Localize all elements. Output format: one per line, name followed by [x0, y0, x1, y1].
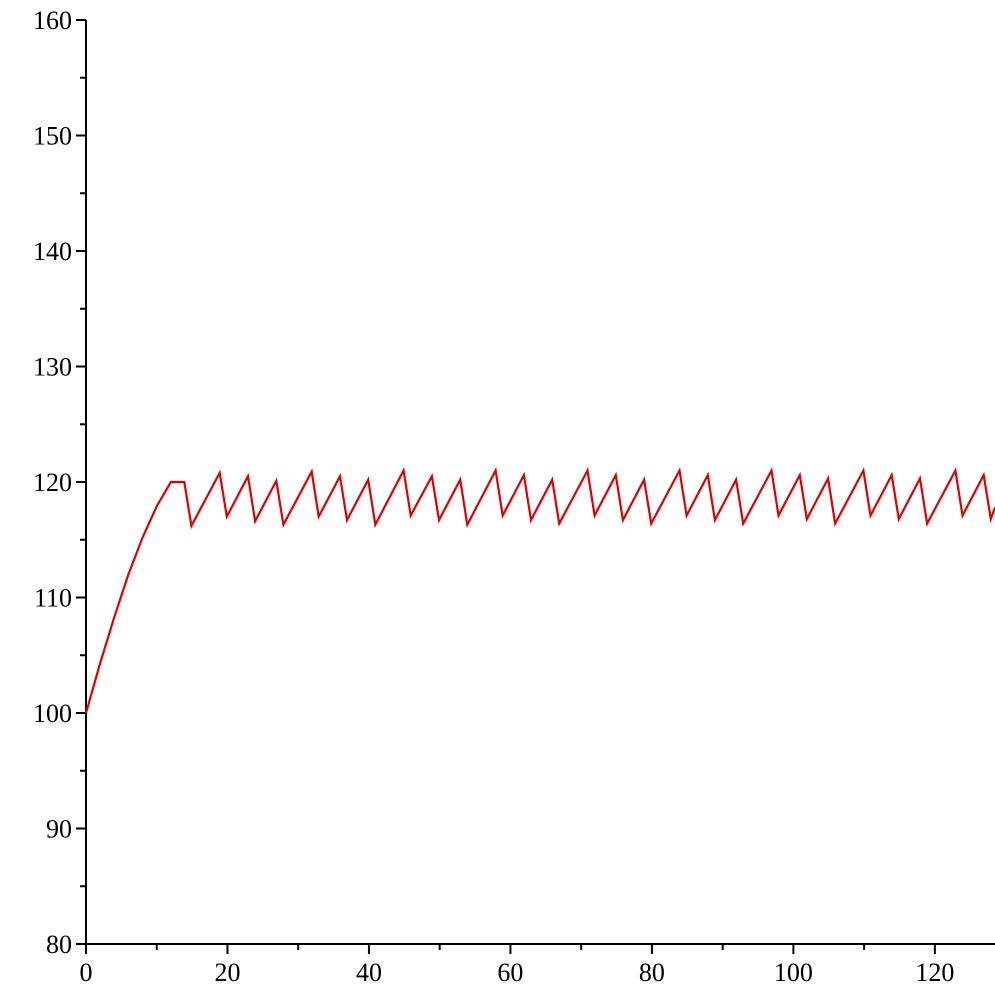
x-tick-label: 120 — [915, 958, 954, 987]
x-tick-label: 60 — [497, 958, 523, 987]
y-tick-label: 90 — [46, 815, 72, 844]
y-tick-label: 130 — [33, 353, 72, 382]
ticks — [76, 19, 936, 954]
x-tick-label: 40 — [356, 958, 382, 987]
y-tick-label: 100 — [33, 699, 72, 728]
x-tick-label: 80 — [639, 958, 665, 987]
y-tick-label: 150 — [33, 122, 72, 151]
y-tick-label: 120 — [33, 468, 72, 497]
x-tick-label: 20 — [214, 958, 240, 987]
y-tick-label: 80 — [46, 930, 72, 959]
tick-labels: 80 90 100 110 120 130 140 150 160 0 20 40 60 80 100 120 — [33, 6, 954, 987]
y-tick-label: 160 — [33, 6, 72, 35]
x-tick-label: 100 — [774, 958, 813, 987]
axes — [85, 20, 995, 945]
y-tick-label: 110 — [34, 584, 72, 613]
series-layer — [84, 467, 995, 714]
y-tick-label: 140 — [33, 237, 72, 266]
series-line-1 — [84, 467, 995, 714]
x-tick-label: 0 — [80, 958, 93, 987]
